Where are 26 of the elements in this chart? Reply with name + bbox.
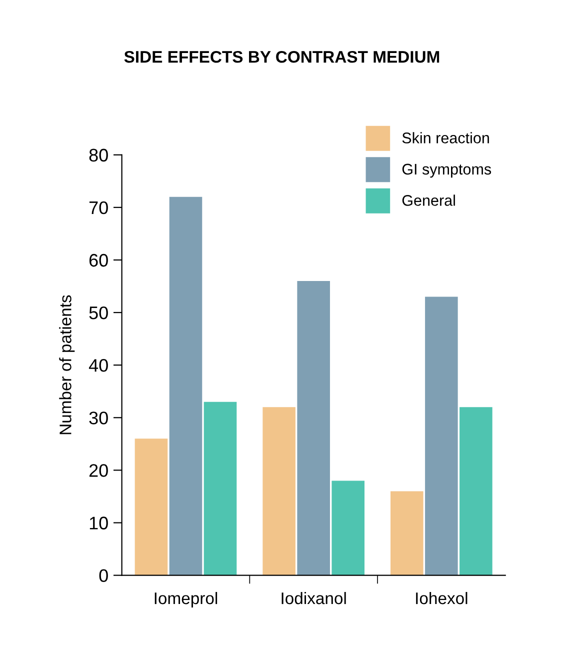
bar <box>425 296 458 576</box>
x-tick-label: Iomeprol <box>154 592 218 608</box>
y-tick-label: 0 <box>99 569 108 582</box>
y-axis-title: Number of patients <box>59 295 75 434</box>
y-tick-label: 80 <box>89 148 108 162</box>
bar <box>390 491 424 576</box>
y-tick-label: 70 <box>89 201 108 214</box>
legend-label: GI symptoms <box>402 164 492 178</box>
bar <box>262 407 296 576</box>
y-tick-label: 40 <box>88 359 108 372</box>
bar <box>460 407 492 576</box>
y-tick-label: 30 <box>89 412 108 424</box>
y-tick-label: 10 <box>90 516 108 530</box>
bar <box>134 438 168 576</box>
x-tick-label: Iodixanol <box>282 592 346 604</box>
y-tick-label: 50 <box>89 306 108 320</box>
bar <box>169 196 202 576</box>
bar <box>204 402 237 576</box>
chart-title: SIDE EFFECTS BY CONTRAST MEDIUM <box>124 50 440 63</box>
bar <box>332 480 364 576</box>
bar <box>297 281 330 576</box>
y-tick-label: 20 <box>89 464 108 477</box>
legend-label: General <box>402 194 455 206</box>
y-tick-label: 60 <box>89 254 108 267</box>
legend-label: Skin reaction <box>402 132 489 144</box>
x-tick-label: Iohexol <box>416 592 468 604</box>
